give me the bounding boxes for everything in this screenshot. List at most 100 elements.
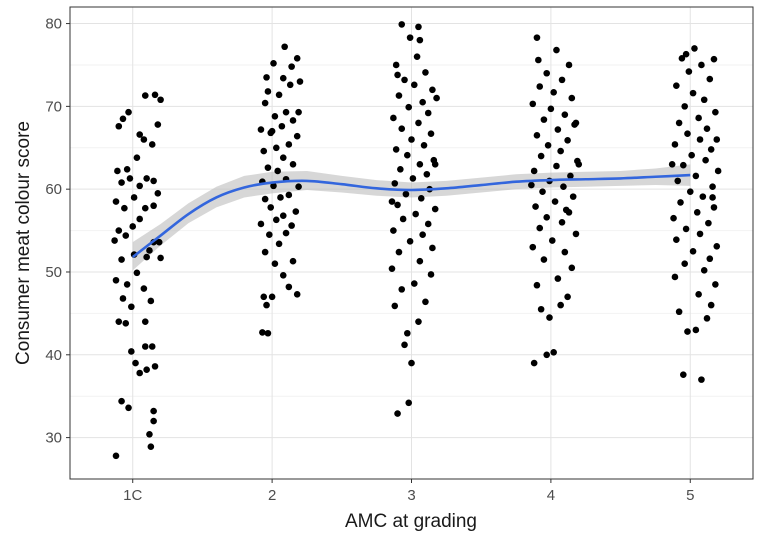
data-point <box>678 55 686 62</box>
data-point <box>536 224 544 232</box>
data-point <box>264 329 272 337</box>
data-point <box>674 177 682 185</box>
data-point <box>540 116 548 123</box>
data-point <box>390 227 397 234</box>
data-point <box>140 136 148 143</box>
data-point <box>413 53 421 60</box>
data-point <box>293 291 301 298</box>
y-tick-label: 50 <box>45 264 62 281</box>
data-point <box>115 318 123 325</box>
data-point <box>410 81 418 89</box>
data-point <box>128 348 135 355</box>
data-point <box>673 236 680 243</box>
x-axis-title: AMC at grading <box>345 511 477 532</box>
data-point <box>288 222 295 229</box>
data-point <box>392 146 400 153</box>
data-point <box>401 341 408 349</box>
data-point <box>682 50 690 58</box>
data-point <box>395 92 403 99</box>
data-point <box>295 108 302 116</box>
data-point <box>150 177 157 185</box>
data-point <box>554 126 562 133</box>
data-point <box>146 430 153 438</box>
data-point <box>259 329 266 336</box>
data-point <box>395 248 403 256</box>
data-point <box>684 130 691 137</box>
data-point <box>543 69 551 77</box>
data-point <box>561 111 569 118</box>
data-points <box>111 21 722 460</box>
data-point <box>546 314 553 321</box>
data-point <box>257 220 265 228</box>
data-point <box>123 281 131 288</box>
data-point <box>286 81 294 89</box>
data-point <box>668 161 676 168</box>
data-point <box>530 167 538 175</box>
data-point <box>686 188 694 195</box>
data-point <box>151 91 159 99</box>
data-point <box>261 195 269 203</box>
x-tick-label: 4 <box>547 487 555 504</box>
data-point <box>402 190 410 198</box>
data-point <box>157 96 164 104</box>
data-point <box>703 125 711 133</box>
data-point <box>685 68 693 75</box>
data-point <box>404 151 411 159</box>
data-point <box>143 175 150 182</box>
data-point <box>700 267 708 274</box>
data-point <box>557 147 564 155</box>
data-point <box>684 328 691 335</box>
data-point <box>693 209 701 216</box>
data-point <box>257 126 265 133</box>
data-point <box>398 286 406 293</box>
data-point <box>394 71 401 79</box>
data-point <box>150 417 157 425</box>
data-point <box>557 301 564 309</box>
data-point <box>147 443 155 451</box>
data-point <box>136 369 143 377</box>
data-point <box>279 271 287 279</box>
data-point <box>151 363 159 370</box>
data-point <box>293 132 301 140</box>
data-point <box>147 297 155 305</box>
data-point <box>263 301 270 309</box>
data-point <box>394 201 401 209</box>
data-point <box>392 61 400 69</box>
data-point <box>572 119 580 127</box>
data-point <box>406 34 414 41</box>
data-point <box>429 244 436 252</box>
data-point <box>281 43 288 51</box>
data-point <box>424 220 432 228</box>
data-point <box>431 161 439 168</box>
data-point <box>125 108 132 116</box>
data-point <box>564 293 571 301</box>
data-point <box>416 161 424 168</box>
data-point <box>397 166 404 173</box>
data-point <box>689 247 697 255</box>
data-point <box>133 269 141 277</box>
y-tick-label: 40 <box>45 347 62 364</box>
data-point <box>401 76 408 84</box>
axis-ticks: 30 40 50 60 70 80 1C 2 3 4 5 <box>45 16 694 504</box>
data-point <box>533 281 541 289</box>
confidence-band <box>132 164 691 271</box>
data-point <box>279 154 287 162</box>
data-point <box>537 305 545 313</box>
data-point <box>567 172 574 180</box>
data-point <box>293 55 301 62</box>
data-point <box>122 320 130 327</box>
data-point <box>551 198 559 205</box>
y-tick-label: 70 <box>45 98 62 115</box>
data-point <box>288 63 295 70</box>
data-point <box>680 161 687 169</box>
data-point <box>416 257 424 265</box>
data-point <box>550 349 557 356</box>
data-point <box>388 198 396 205</box>
data-point <box>706 255 714 263</box>
data-point <box>543 214 551 221</box>
data-point <box>267 204 275 211</box>
data-point <box>111 237 118 244</box>
data-point <box>296 78 304 85</box>
data-point <box>295 183 302 190</box>
data-point <box>558 218 566 226</box>
